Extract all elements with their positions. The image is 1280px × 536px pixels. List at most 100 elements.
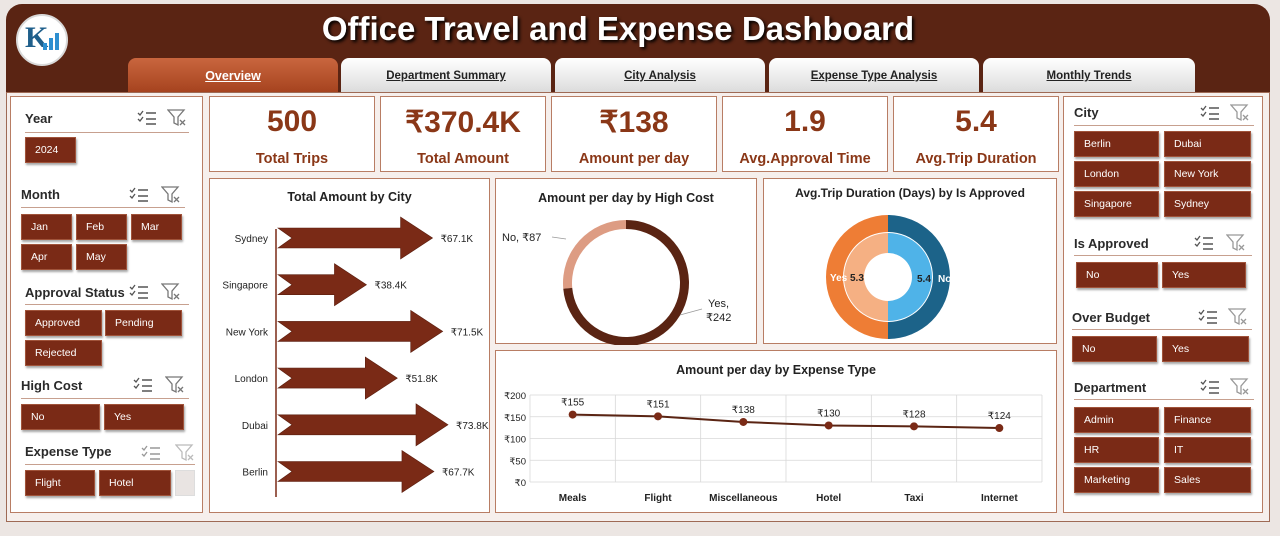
donut-data-label: ₹242	[706, 312, 731, 324]
clear-filter-icon[interactable]	[1226, 234, 1246, 252]
kpi-label: Avg.Approval Time	[739, 151, 871, 167]
slicer-item-sydney[interactable]: Sydney	[1164, 191, 1251, 217]
kpi-label: Total Trips	[255, 151, 329, 167]
slicer-item-berlin[interactable]: Berlin	[1074, 131, 1159, 157]
slicer-title-expense-type: Expense Type	[25, 444, 112, 459]
chart-title: Avg.Trip Duration (Days) by Is Approved	[795, 186, 1025, 200]
donut-chart-svg: Yes 5.3 5.4 No	[826, 215, 951, 339]
tab-expense-type-analysis[interactable]: Expense Type Analysis	[769, 58, 979, 92]
donut-slice-no	[563, 220, 626, 289]
kpi-value: 500	[266, 105, 318, 138]
chart-title: Amount per day by High Cost	[538, 191, 714, 205]
slicer-item-year-2024[interactable]: 2024	[25, 137, 76, 163]
slicer-scroll-indicator[interactable]	[175, 470, 195, 496]
slicer-divider	[25, 464, 195, 465]
clear-filter-icon[interactable]	[161, 283, 181, 301]
line-data-label: ₹138	[732, 405, 755, 416]
slicer-item-new-york[interactable]: New York	[1164, 161, 1251, 187]
chart-amount-by-expense-type: Amount per day by Expense Type ₹200 ₹150 ₹…	[495, 350, 1057, 513]
multi-select-icon[interactable]	[141, 444, 161, 462]
slicer-item-month-mar[interactable]: Mar	[131, 214, 182, 240]
tab-overview[interactable]: Overview	[128, 58, 338, 92]
donut-category-label: Yes	[830, 273, 848, 284]
multi-select-icon[interactable]	[1200, 378, 1220, 396]
slicer-item-month-apr[interactable]: Apr	[21, 244, 72, 270]
multi-select-icon[interactable]	[1200, 104, 1220, 122]
y-tick-label: ₹150	[504, 413, 526, 424]
slicer-item-high-cost-yes[interactable]: Yes	[104, 404, 184, 430]
clear-filter-icon[interactable]	[165, 376, 185, 394]
multi-select-icon[interactable]	[133, 376, 153, 394]
slicer-item-hr[interactable]: HR	[1074, 437, 1159, 463]
slicer-item-pending[interactable]: Pending	[105, 310, 182, 336]
slicer-item-over-budget-no[interactable]: No	[1072, 336, 1157, 362]
slicer-item-flight[interactable]: Flight	[25, 470, 95, 496]
multi-select-icon[interactable]	[129, 283, 149, 301]
slicer-divider	[21, 398, 189, 399]
slicer-item-hotel[interactable]: Hotel	[99, 470, 171, 496]
tab-city-analysis[interactable]: City Analysis	[555, 58, 765, 92]
multi-select-icon[interactable]	[137, 109, 157, 127]
slicer-item-month-may[interactable]: May	[76, 244, 127, 270]
slicer-title-city: City	[1074, 105, 1099, 120]
bar-data-label: ₹38.4K	[374, 281, 407, 292]
slicer-item-month-jan[interactable]: Jan	[21, 214, 72, 240]
tab-department-summary[interactable]: Department Summary	[341, 58, 551, 92]
slicer-item-high-cost-no[interactable]: No	[21, 404, 100, 430]
slicer-item-rejected[interactable]: Rejected	[25, 340, 102, 366]
slicer-item-marketing[interactable]: Marketing	[1074, 467, 1159, 493]
bar-category-label: Singapore	[222, 281, 268, 292]
slicer-item-london[interactable]: London	[1074, 161, 1159, 187]
clear-filter-icon[interactable]	[175, 444, 195, 462]
slicer-item-month-feb[interactable]: Feb	[76, 214, 127, 240]
line-point	[824, 421, 833, 430]
donut-data-label: 5.3	[850, 273, 864, 284]
slicer-item-over-budget-yes[interactable]: Yes	[1162, 336, 1249, 362]
x-tick-label: Internet	[981, 493, 1018, 504]
bar-category-label: Dubai	[242, 421, 268, 432]
multi-select-icon[interactable]	[129, 186, 149, 204]
slicer-title-over-budget: Over Budget	[1072, 310, 1151, 325]
slicer-title-year: Year	[25, 111, 53, 126]
slicer-item-sales[interactable]: Sales	[1164, 467, 1251, 493]
tab-monthly-trends[interactable]: Monthly Trends	[983, 58, 1195, 92]
kpi-value: 5.4	[955, 105, 997, 138]
slicer-divider	[21, 207, 185, 208]
slicer-item-approved-yes[interactable]: Yes	[1162, 262, 1246, 288]
bar-arrow-berlin	[277, 449, 435, 494]
bar-data-label: ₹67.1K	[441, 234, 474, 245]
slicer-item-singapore[interactable]: Singapore	[1074, 191, 1159, 217]
line-data-label: ₹124	[988, 411, 1011, 422]
slicer-divider	[1072, 329, 1252, 330]
clear-filter-icon[interactable]	[167, 109, 187, 127]
multi-select-icon[interactable]	[1194, 234, 1214, 252]
bar-chart-svg: Sydney ₹67.1K Singapore ₹38.4K New York ₹71.5…	[222, 216, 489, 497]
bar-category-label: Berlin	[242, 468, 268, 479]
clear-filter-icon[interactable]	[1230, 104, 1250, 122]
multi-select-icon[interactable]	[1198, 308, 1218, 326]
slicer-item-admin[interactable]: Admin	[1074, 407, 1159, 433]
slicer-item-it[interactable]: IT	[1164, 437, 1251, 463]
chart-title: Amount per day by Expense Type	[676, 363, 876, 377]
slicer-divider	[25, 132, 189, 133]
slicer-title-is-approved: Is Approved	[1074, 236, 1149, 251]
slicer-item-finance[interactable]: Finance	[1164, 407, 1251, 433]
x-tick-label: Meals	[559, 493, 587, 504]
slicer-item-dubai[interactable]: Dubai	[1164, 131, 1251, 157]
chart-amount-by-high-cost: Amount per day by High Cost No, ₹87 Yes, ₹…	[495, 178, 757, 345]
line-data-label: ₹155	[561, 398, 584, 409]
slicer-item-approved-no[interactable]: No	[1076, 262, 1158, 288]
donut-inner-slice-no	[888, 233, 932, 321]
donut-data-label: 5.4	[917, 274, 931, 285]
y-tick-label: ₹100	[504, 435, 526, 446]
bar-arrow-sydney	[277, 216, 434, 260]
donut-chart-svg: No, ₹87 Yes, ₹242	[502, 220, 731, 345]
clear-filter-icon[interactable]	[1230, 378, 1250, 396]
right-slicer-panel: City Berlin Dubai London New York Singap…	[1063, 96, 1263, 513]
clear-filter-icon[interactable]	[161, 186, 181, 204]
slicer-item-approved[interactable]: Approved	[25, 310, 102, 336]
bar-category-label: New York	[226, 327, 269, 338]
donut-outer-slice-yes	[826, 215, 888, 339]
company-logo: K	[16, 14, 68, 66]
clear-filter-icon[interactable]	[1228, 308, 1248, 326]
